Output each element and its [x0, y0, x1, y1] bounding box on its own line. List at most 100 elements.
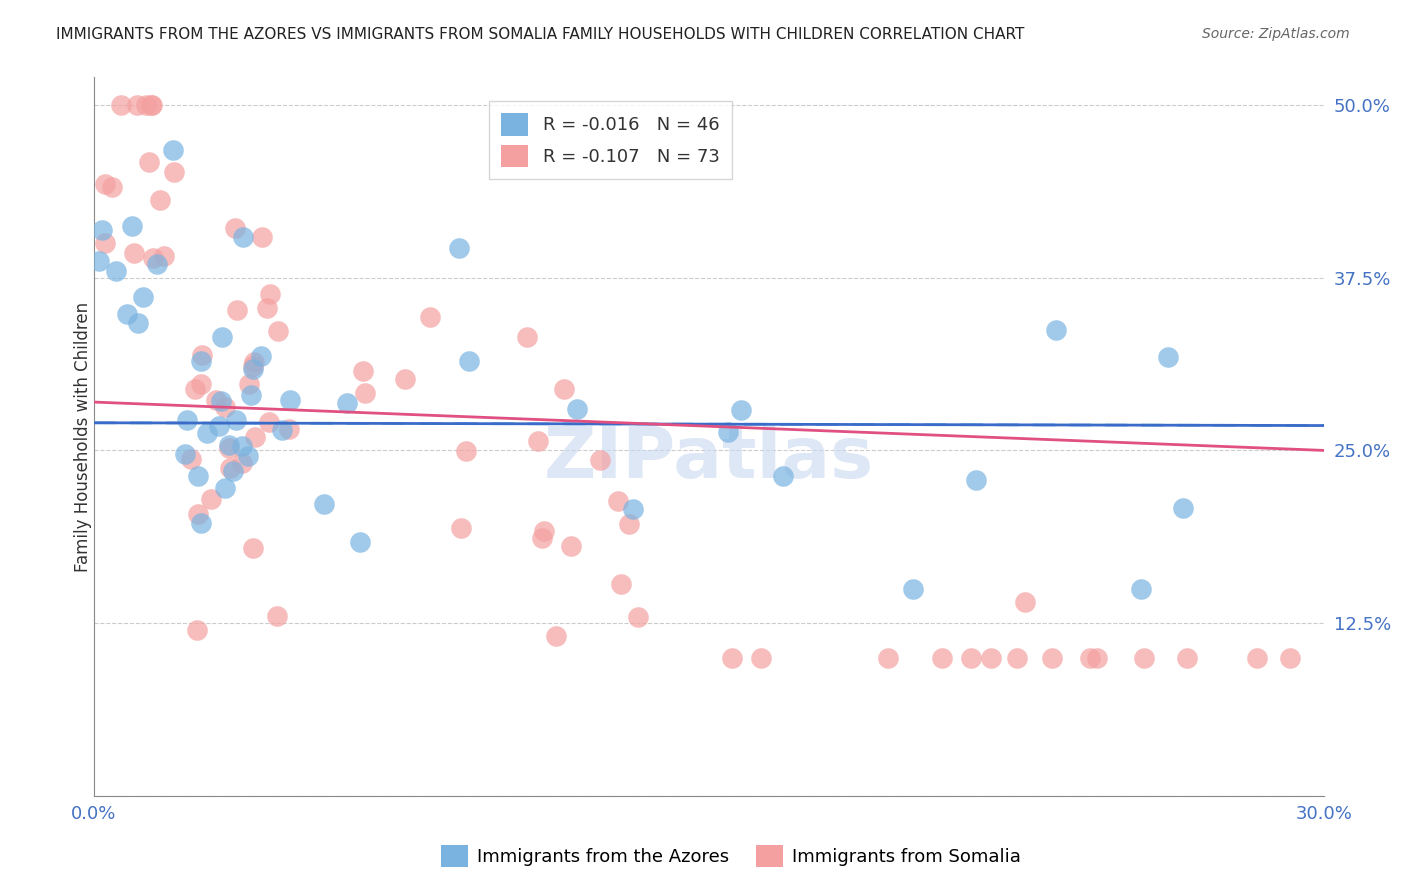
Point	[419, 310, 441, 325]
Point	[266, 609, 288, 624]
Point	[730, 402, 752, 417]
Point	[110, 98, 132, 112]
Legend: Immigrants from the Azores, Immigrants from Somalia: Immigrants from the Azores, Immigrants f…	[433, 838, 1029, 874]
Point	[145, 257, 167, 271]
Point	[162, 143, 184, 157]
Point	[259, 286, 281, 301]
Point	[1045, 323, 1067, 337]
Point	[626, 609, 648, 624]
Point	[1173, 500, 1195, 515]
Point	[226, 302, 249, 317]
Point	[271, 423, 294, 437]
Point	[458, 353, 481, 368]
Point	[449, 241, 471, 255]
Point	[1085, 650, 1108, 665]
Point	[1130, 582, 1153, 596]
Point	[931, 650, 953, 665]
Point	[115, 307, 138, 321]
Y-axis label: Family Households with Children: Family Households with Children	[75, 301, 91, 572]
Point	[877, 650, 900, 665]
Point	[183, 382, 205, 396]
Point	[349, 535, 371, 549]
Point	[257, 415, 280, 429]
Point	[218, 441, 240, 455]
Text: IMMIGRANTS FROM THE AZORES VS IMMIGRANTS FROM SOMALIA FAMILY HOUSEHOLDS WITH CHI: IMMIGRANTS FROM THE AZORES VS IMMIGRANTS…	[56, 27, 1025, 42]
Point	[354, 385, 377, 400]
Point	[187, 469, 209, 483]
Point	[1278, 650, 1301, 665]
Point	[256, 301, 278, 315]
Point	[219, 461, 242, 475]
Point	[87, 254, 110, 268]
Point	[135, 98, 157, 112]
Point	[903, 582, 925, 596]
Point	[720, 650, 742, 665]
Point	[122, 246, 145, 260]
Point	[121, 219, 143, 233]
Point	[607, 494, 630, 508]
Point	[1157, 350, 1180, 364]
Point	[277, 422, 299, 436]
Point	[965, 473, 987, 487]
Point	[1080, 650, 1102, 665]
Point	[187, 508, 209, 522]
Point	[589, 453, 612, 467]
Point	[238, 377, 260, 392]
Point	[450, 521, 472, 535]
Point	[516, 329, 538, 343]
Point	[717, 425, 740, 439]
Point	[533, 524, 555, 539]
Point	[565, 402, 588, 417]
Point	[526, 434, 548, 449]
Point	[104, 264, 127, 278]
Point	[231, 456, 253, 470]
Point	[456, 444, 478, 458]
Point	[772, 469, 794, 483]
Point	[544, 629, 567, 643]
Text: Source: ZipAtlas.com: Source: ZipAtlas.com	[1202, 27, 1350, 41]
Legend: R = -0.016   N = 46, R = -0.107   N = 73: R = -0.016 N = 46, R = -0.107 N = 73	[489, 101, 733, 179]
Point	[232, 229, 254, 244]
Point	[127, 316, 149, 330]
Point	[125, 98, 148, 112]
Point	[205, 392, 228, 407]
Point	[209, 394, 232, 409]
Point	[231, 439, 253, 453]
Point	[239, 388, 262, 402]
Point	[191, 348, 214, 362]
Point	[149, 194, 172, 208]
Point	[222, 464, 245, 478]
Point	[94, 177, 117, 191]
Point	[553, 382, 575, 396]
Point	[959, 650, 981, 665]
Point	[174, 447, 197, 461]
Point	[394, 372, 416, 386]
Point	[1014, 595, 1036, 609]
Point	[132, 290, 155, 304]
Point	[621, 502, 644, 516]
Point	[224, 220, 246, 235]
Point	[200, 492, 222, 507]
Point	[190, 354, 212, 368]
Point	[91, 223, 114, 237]
Point	[214, 401, 236, 415]
Point	[242, 362, 264, 376]
Point	[617, 517, 640, 532]
Point	[1246, 650, 1268, 665]
Point	[242, 355, 264, 369]
Point	[142, 251, 165, 265]
Point	[242, 541, 264, 556]
Point	[163, 165, 186, 179]
Point	[218, 438, 240, 452]
Point	[94, 236, 117, 251]
Point	[186, 623, 208, 637]
Point	[211, 330, 233, 344]
Point	[312, 497, 335, 511]
Point	[208, 418, 231, 433]
Point	[153, 249, 176, 263]
Point	[238, 449, 260, 463]
Point	[610, 576, 633, 591]
Point	[141, 98, 163, 112]
Point	[242, 359, 264, 373]
Point	[278, 393, 301, 408]
